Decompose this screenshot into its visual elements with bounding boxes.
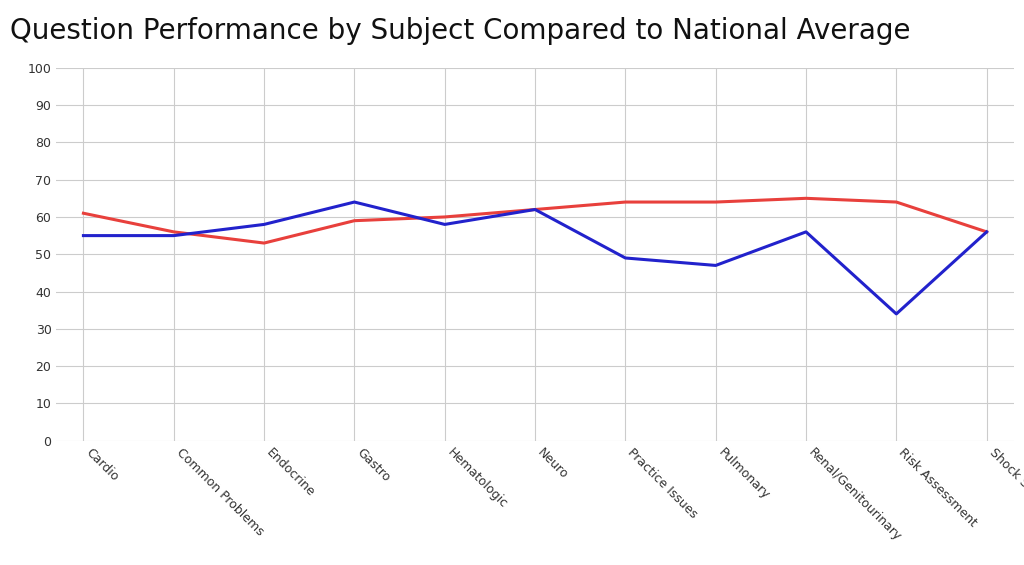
Text: Question Performance by Subject Compared to National Average: Question Performance by Subject Compared… [10, 17, 910, 45]
